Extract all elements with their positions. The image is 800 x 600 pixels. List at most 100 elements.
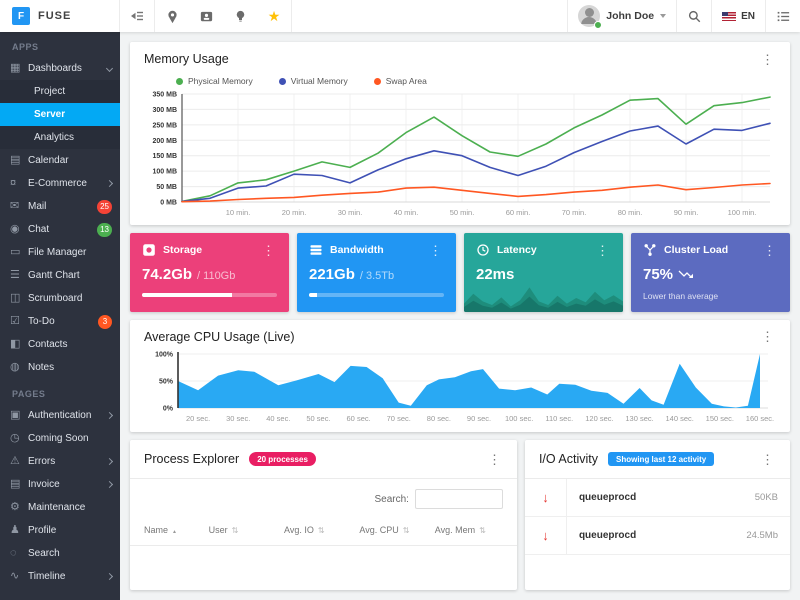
divider [765, 0, 766, 32]
cluster-load-value: 75% [643, 266, 674, 284]
language-label: EN [741, 10, 755, 22]
column-header-user[interactable]: User [209, 525, 284, 535]
invoice-icon: ▤ [10, 478, 21, 490]
latency-menu-button[interactable] [594, 244, 611, 257]
brand-name: FUSE [38, 10, 72, 22]
sidebar-item-errors[interactable]: ⚠ Errors [0, 450, 120, 473]
sidebar-item-project[interactable]: Project [0, 80, 120, 103]
process-search-input[interactable] [414, 489, 503, 509]
memory-usage-chart: 10 min. 20 min. 30 min. 40 min. 50 min. 60 mi… [152, 92, 771, 217]
shortcut-ideas-button[interactable] [223, 0, 257, 32]
shortcut-star-button[interactable]: ★ [257, 0, 291, 32]
io-activity-row[interactable]: ↓ queueprocd 50KB [524, 479, 790, 517]
svg-text:80 sec.: 80 sec. [427, 414, 451, 423]
bottom-row: Process Explorer 20 processes Search: Na… [130, 440, 790, 590]
column-label: Avg. IO [283, 525, 314, 535]
sidebar-item-dashboards[interactable]: ▦ Dashboards [0, 57, 120, 80]
column-header-name[interactable]: Name [144, 525, 209, 535]
sidebar-item-search[interactable]: ◌ Search [0, 542, 120, 565]
chevron-down-icon [660, 14, 667, 18]
file-manager-icon: ▭ [10, 246, 21, 258]
sidebar-item-label: Invoice [28, 479, 60, 490]
search-button[interactable] [677, 0, 711, 32]
memory-usage-menu-button[interactable] [759, 53, 776, 66]
column-header-avg-io[interactable]: Avg. IO [284, 525, 359, 535]
io-activity-row[interactable]: ↓ queueprocd 24.5Mb [524, 517, 790, 555]
svg-text:140 sec.: 140 sec. [666, 414, 694, 423]
svg-text:50 min.: 50 min. [450, 208, 475, 217]
cpu-usage-chart: 0% 50% 100% 20 sec. 30 sec. 40 sec. 50 sec. 60 … [155, 351, 774, 423]
sidebar-item-gantt-chart[interactable]: ☰ Gantt Chart [0, 264, 120, 287]
language-button[interactable]: EN [712, 0, 765, 32]
svg-text:100%: 100% [155, 351, 174, 358]
column-header-avg-mem[interactable]: Avg. Mem [435, 525, 503, 535]
io-activity-card: I/O Activity Showing last 12 activity ↓ q… [524, 440, 790, 590]
storage-menu-button[interactable] [260, 244, 277, 257]
shortcut-location-button[interactable] [155, 0, 189, 32]
sidebar-item-e-commerce[interactable]: ¤ E-Commerce [0, 172, 120, 195]
bandwidth-menu-button[interactable] [427, 244, 444, 257]
sidebar-item-label: Server [34, 109, 66, 120]
storage-total: / 110Gb [197, 270, 236, 283]
stats-row: Storage 74.2Gb / 110Gb Bandwidth [130, 233, 790, 312]
list-icon [777, 11, 789, 21]
svg-text:90 min.: 90 min. [674, 208, 699, 217]
quick-panel-button[interactable] [766, 0, 800, 32]
sidebar-item-scrumboard[interactable]: ◫ Scrumboard [0, 287, 120, 310]
logo-icon: F [12, 7, 30, 25]
column-label: User [208, 525, 228, 535]
sidebar: APPS ▦ Dashboards Project Server Analytics ▤ Ca… [0, 32, 120, 600]
sidebar-fold-button[interactable] [120, 0, 154, 32]
legend-item-physical-memory[interactable]: Physical Memory [176, 76, 253, 86]
legend-item-swap-area[interactable]: Swap Area [373, 76, 427, 86]
svg-text:130 sec.: 130 sec. [625, 414, 653, 423]
sidebar-item-calendar[interactable]: ▤ Calendar [0, 149, 120, 172]
calendar-icon: ▤ [10, 154, 21, 166]
memory-legend: Physical Memory Virtual Memory Swap Area [176, 76, 790, 86]
sidebar-item-server[interactable]: Server [0, 103, 120, 126]
cluster-load-menu-button[interactable] [761, 244, 778, 257]
sort-icon [479, 525, 486, 535]
cluster-load-label: Cluster Load [664, 244, 729, 257]
chevron-down-icon [105, 64, 114, 73]
sidebar-item-file-manager[interactable]: ▭ File Manager [0, 241, 120, 264]
sidebar-item-maintenance[interactable]: ⚙ Maintenance [0, 496, 120, 519]
sidebar-item-chat[interactable]: ◉ Chat 13 [0, 218, 120, 241]
svg-text:350 MB: 350 MB [152, 92, 177, 99]
latency-label: Latency [497, 244, 537, 257]
sidebar-item-contacts[interactable]: ◧ Contacts [0, 333, 120, 356]
dashboards-icon: ▦ [10, 62, 21, 74]
sidebar-item-label: E-Commerce [28, 178, 87, 189]
process-explorer-menu-button[interactable] [486, 453, 503, 466]
sidebar-item-label: Coming Soon [28, 433, 89, 444]
user-menu-button[interactable]: John Doe [568, 0, 676, 32]
io-activity-menu-button[interactable] [759, 453, 776, 466]
legend-item-virtual-memory[interactable]: Virtual Memory [278, 76, 348, 86]
sidebar-item-invoice[interactable]: ▤ Invoice [0, 473, 120, 496]
memory-usage-card: Memory Usage Physical Memory Virtual Memo… [130, 42, 790, 226]
sidebar-item-profile[interactable]: ♟ Profile [0, 519, 120, 542]
latency-value: 22ms [476, 266, 515, 284]
sidebar-item-coming-soon[interactable]: ◷ Coming Soon [0, 427, 120, 450]
mail-icon: ✉ [10, 200, 20, 212]
cpu-usage-menu-button[interactable] [759, 330, 776, 343]
svg-text:20 min.: 20 min. [282, 208, 307, 217]
sidebar-fold-icon [131, 11, 143, 21]
svg-text:300 MB: 300 MB [152, 107, 177, 114]
sidebar-item-timeline[interactable]: ∿ Timeline [0, 565, 120, 588]
contact-card-icon [200, 11, 212, 21]
sidebar-item-analytics[interactable]: Analytics [0, 126, 120, 149]
process-count-badge: 20 processes [249, 452, 316, 466]
sidebar-item-mail[interactable]: ✉ Mail 25 [0, 195, 120, 218]
sidebar-item-authentication[interactable]: ▣ Authentication [0, 404, 120, 427]
online-status-dot [594, 21, 603, 29]
sidebar-item-to-do[interactable]: ☑ To-Do 3 [0, 310, 120, 333]
maintenance-icon: ⚙ [10, 501, 20, 513]
column-header-avg-cpu[interactable]: Avg. CPU [359, 525, 434, 535]
gantt-chart-icon: ☰ [10, 269, 20, 281]
svg-text:120 sec.: 120 sec. [585, 414, 613, 423]
svg-text:100 min.: 100 min. [728, 208, 757, 217]
shortcut-contacts-button[interactable] [189, 0, 223, 32]
sidebar-item-notes[interactable]: ◍ Notes [0, 356, 120, 379]
storage-card: Storage 74.2Gb / 110Gb [130, 233, 289, 312]
